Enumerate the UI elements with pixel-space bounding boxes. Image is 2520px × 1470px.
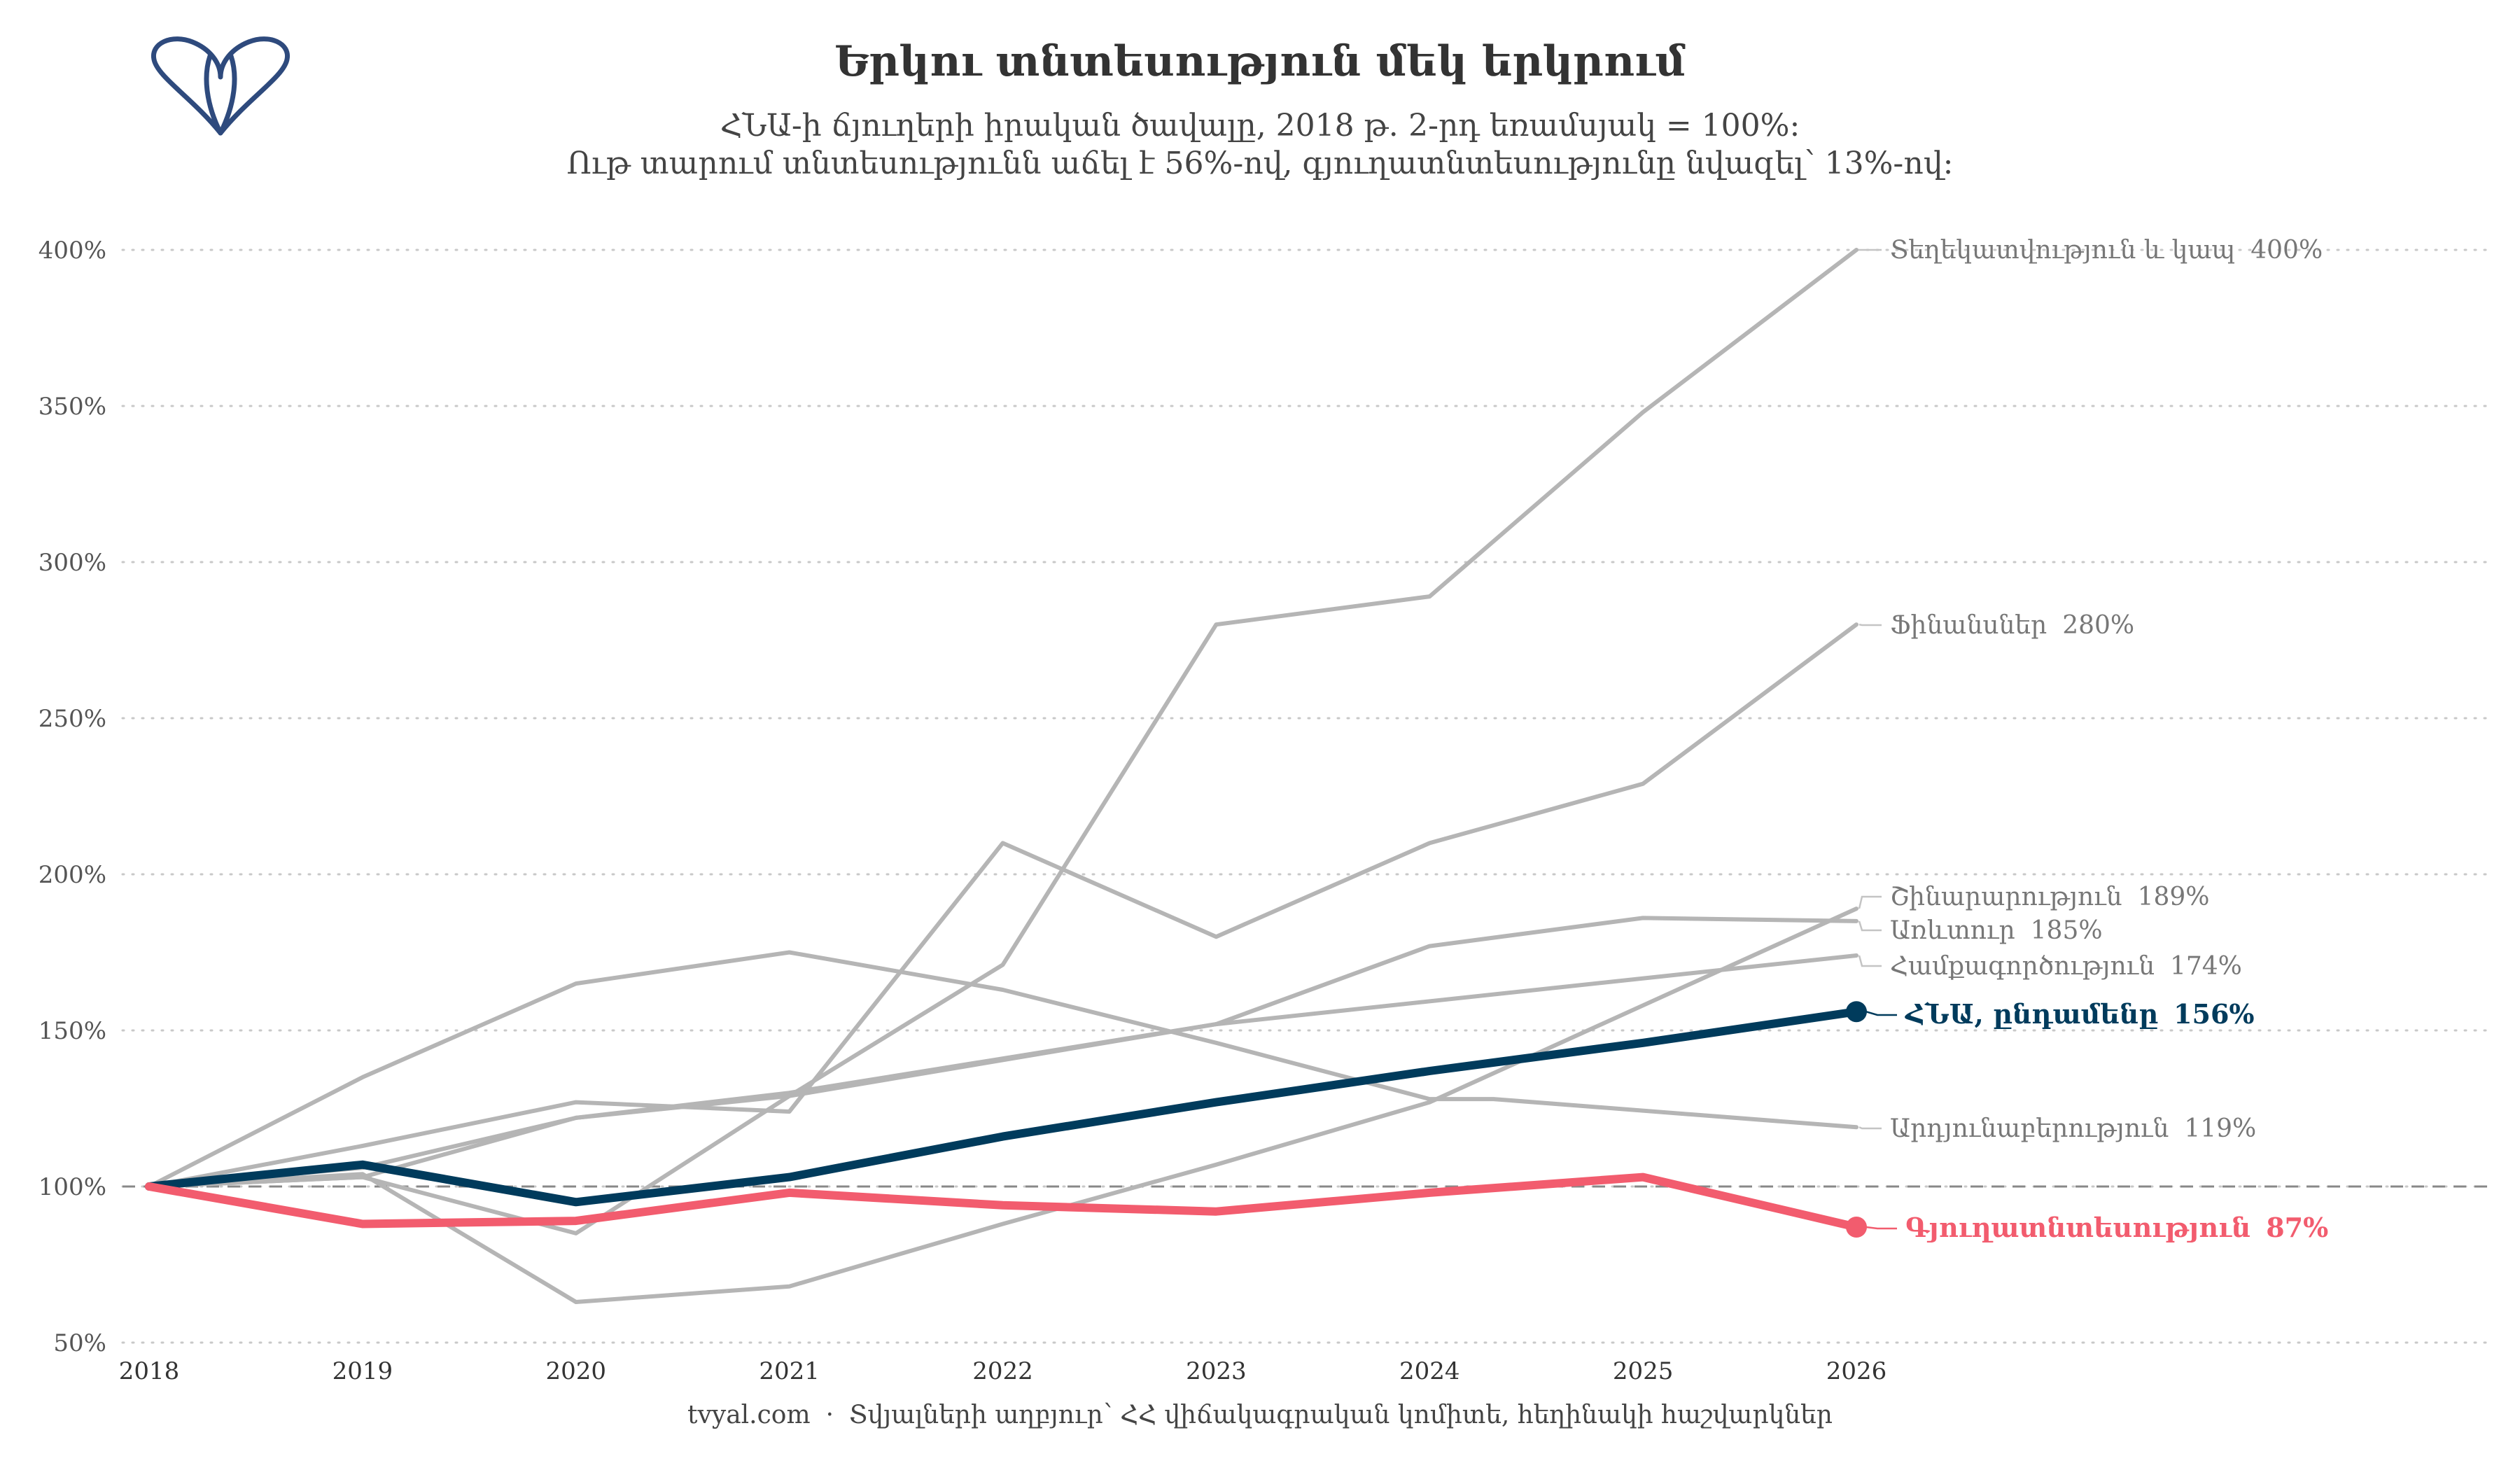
label-leader-line <box>1858 623 1882 626</box>
series-line <box>147 248 1858 1236</box>
x-tick-label: 2019 <box>332 1357 393 1385</box>
series-end-value: 400% <box>2250 236 2323 265</box>
chart-subtitle-line1: ՀՆԱ-ի ճյուղերի իրական ծավալը, 2018 թ․ 2-… <box>720 108 1800 144</box>
y-tick-label: 250% <box>38 705 106 733</box>
series-end-value: 189% <box>2138 883 2210 911</box>
series-name: ՀՆԱ, ընդամենը <box>1905 998 2158 1030</box>
series-line <box>147 906 1858 1304</box>
series-name: Համքագործություն <box>1890 952 2155 981</box>
series-end-value: 156% <box>2174 998 2254 1030</box>
label-leader-line <box>1858 1126 1882 1130</box>
label-leader-line <box>1858 920 1882 932</box>
x-tick-label: 2021 <box>759 1357 820 1385</box>
label-leader-line <box>1865 1011 1897 1016</box>
series-end-point <box>1846 1001 1867 1023</box>
grid-lines <box>121 248 2493 1344</box>
y-tick-label: 200% <box>38 861 106 889</box>
series-end-label: Տեղեկատվություն և կապ 400% <box>1890 236 2323 265</box>
series-line <box>147 953 1858 1189</box>
x-tick-label: 2024 <box>1399 1357 1460 1385</box>
series-end-value: 174% <box>2170 952 2242 981</box>
series-end-value: 119% <box>2184 1114 2256 1143</box>
y-tick-label: 300% <box>38 549 106 577</box>
series-line <box>145 1007 1861 1207</box>
y-tick-label: 50% <box>53 1329 106 1357</box>
y-tick-label: 100% <box>38 1173 106 1201</box>
footer-source: Տվյալների աղբյուր՝ ՀՀ վիճակագրական կոմիտ… <box>849 1401 1833 1429</box>
x-tick-label: 2023 <box>1186 1357 1247 1385</box>
series-end-value: 185% <box>2031 916 2103 945</box>
series-end-label: Առևտուր 185% <box>1890 916 2103 945</box>
series-line <box>147 950 1858 1189</box>
series-end-labels: Տեղեկատվություն և կապ 400% Ֆինանսներ 280% Շի… <box>1858 236 2328 1243</box>
x-tick-label: 2025 <box>1613 1357 1674 1385</box>
series-name: Արդյունաբերություն <box>1890 1114 2169 1143</box>
x-tick-label: 2018 <box>119 1357 180 1385</box>
series-end-label: ՀՆԱ, ընդամենը 156% <box>1905 998 2255 1030</box>
footer-separator: · <box>826 1401 834 1429</box>
series-name: Առևտուր <box>1890 916 2015 945</box>
series-end-label: Արդյունաբերություն 119% <box>1890 1114 2256 1143</box>
footer-caption: tvyal.com · Տվյալների աղբյուր՝ ՀՀ վիճակագր… <box>687 1401 1833 1429</box>
x-tick-label: 2020 <box>545 1357 606 1385</box>
y-axis-ticks: 50% 100% 150% 200% 250% 300% 350% 400% <box>38 237 106 1357</box>
series-end-value: 87% <box>2266 1212 2328 1243</box>
series-name: Տեղեկատվություն և կապ <box>1890 236 2235 265</box>
series-lines <box>145 248 1867 1304</box>
label-leader-line <box>1858 895 1882 909</box>
series-end-label: Ֆինանսներ 280% <box>1890 611 2134 640</box>
series-line <box>145 1172 1861 1231</box>
series-name: Գյուղատնտեսություն <box>1905 1212 2250 1243</box>
series-name: Շինարարություն <box>1890 883 2122 911</box>
series-end-label: Շինարարություն 189% <box>1890 883 2209 911</box>
x-tick-label: 2022 <box>972 1357 1033 1385</box>
x-tick-label: 2026 <box>1826 1357 1887 1385</box>
series-line <box>147 622 1858 1189</box>
chart-subtitle-line2: Ութ տարում տնտեսությունն աճել է 56%-ով, … <box>567 146 1954 181</box>
series-end-label: Համքագործություն 174% <box>1890 952 2242 981</box>
y-tick-label: 400% <box>38 237 106 265</box>
series-end-label: Գյուղատնտեսություն 87% <box>1905 1212 2328 1243</box>
series-name: Ֆինանսներ <box>1890 611 2047 640</box>
series-end-value: 280% <box>2062 611 2134 640</box>
label-leader-line <box>1865 1226 1897 1230</box>
series-end-point <box>1846 1216 1867 1238</box>
footer-site: tvyal.com <box>687 1401 811 1429</box>
chart-title: Երկու տնտեսություն մեկ երկրում <box>834 37 1686 86</box>
tvyal-logo-icon <box>151 36 290 136</box>
y-tick-label: 350% <box>38 393 106 421</box>
x-axis-ticks: 2018 2019 2020 2021 2022 2023 2024 2025 2026 <box>119 1357 1887 1385</box>
y-tick-label: 150% <box>38 1017 106 1045</box>
label-leader-line <box>1858 955 1882 967</box>
